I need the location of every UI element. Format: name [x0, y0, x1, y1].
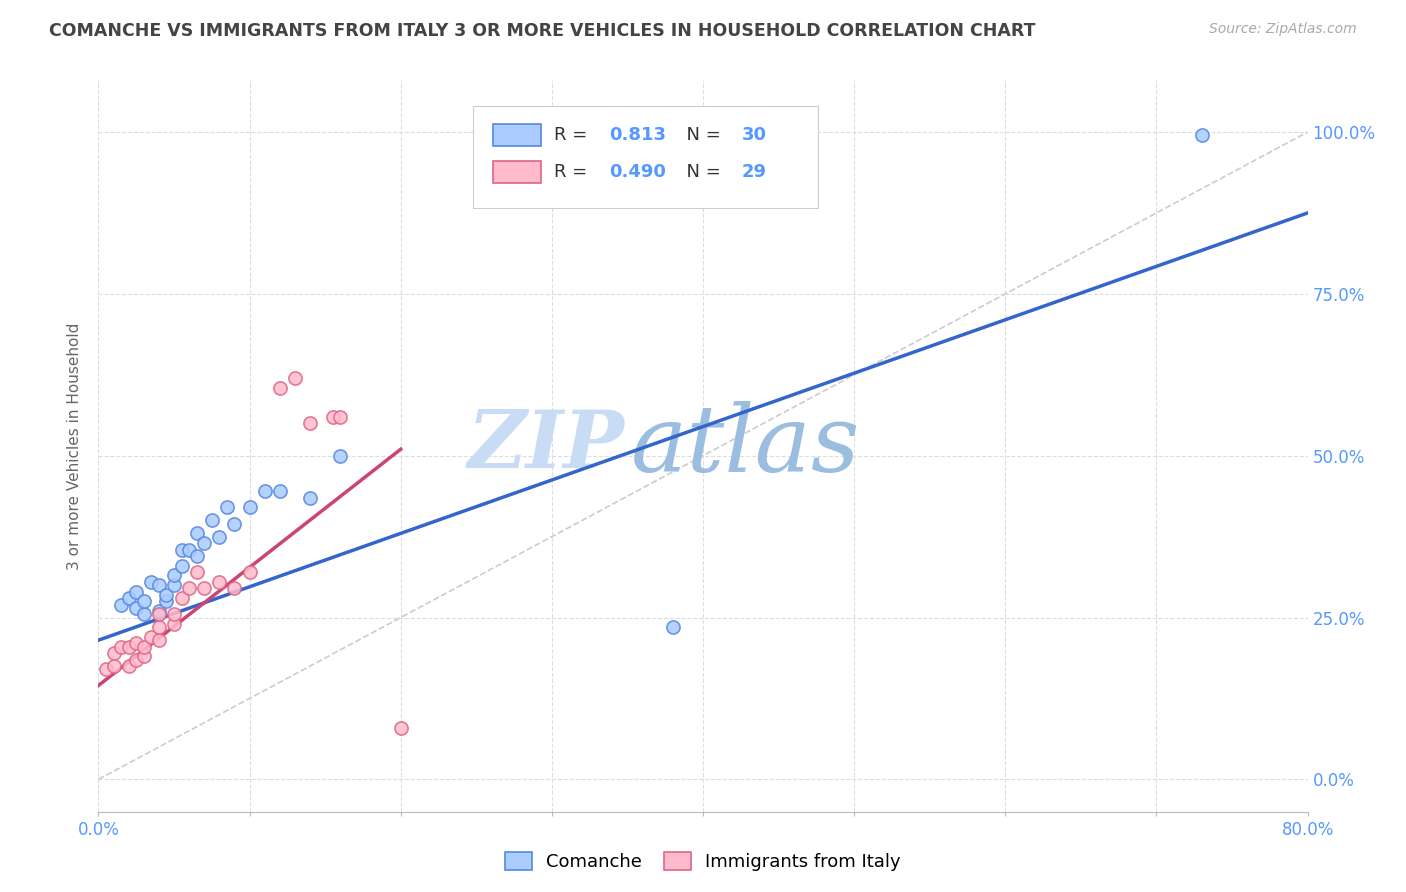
Point: [201, 513, 224, 527]
Point: [329, 409, 352, 424]
Text: 0.813: 0.813: [609, 126, 665, 145]
Point: [193, 536, 215, 550]
Legend: Comanche, Immigrants from Italy: Comanche, Immigrants from Italy: [498, 846, 908, 879]
Point: [322, 409, 344, 424]
Point: [103, 659, 125, 673]
Point: [179, 582, 201, 596]
Text: R =: R =: [554, 126, 593, 145]
Point: [103, 646, 125, 660]
Point: [132, 640, 155, 654]
Text: R =: R =: [554, 162, 593, 181]
Point: [215, 500, 238, 515]
Point: [208, 530, 231, 544]
Point: [329, 449, 352, 463]
Point: [132, 649, 155, 664]
Point: [163, 578, 186, 592]
Point: [253, 484, 276, 499]
Point: [661, 620, 683, 634]
Point: [148, 620, 170, 634]
Point: [148, 578, 170, 592]
Point: [148, 604, 170, 618]
Point: [389, 721, 412, 735]
Text: 29: 29: [742, 162, 766, 181]
Point: [163, 617, 186, 632]
Point: [170, 558, 193, 573]
Point: [1191, 128, 1213, 143]
Point: [125, 584, 148, 599]
Point: [193, 582, 215, 596]
Point: [208, 574, 231, 589]
Point: [132, 594, 155, 608]
Point: [179, 542, 201, 557]
Point: [148, 633, 170, 648]
Point: [239, 500, 262, 515]
Point: [170, 591, 193, 606]
Point: [125, 600, 148, 615]
Point: [141, 574, 163, 589]
Point: [299, 417, 322, 431]
Point: [224, 582, 246, 596]
Point: [269, 381, 291, 395]
Point: [118, 591, 141, 606]
Point: [163, 607, 186, 622]
Text: N =: N =: [675, 126, 727, 145]
Text: ZIP: ZIP: [468, 408, 624, 484]
Point: [269, 484, 291, 499]
Text: COMANCHE VS IMMIGRANTS FROM ITALY 3 OR MORE VEHICLES IN HOUSEHOLD CORRELATION CH: COMANCHE VS IMMIGRANTS FROM ITALY 3 OR M…: [49, 22, 1036, 40]
FancyBboxPatch shape: [492, 124, 541, 146]
Point: [224, 516, 246, 531]
Point: [186, 549, 208, 563]
Point: [155, 594, 177, 608]
Point: [110, 598, 132, 612]
Point: [163, 568, 186, 582]
Text: 30: 30: [742, 126, 766, 145]
Text: 0.490: 0.490: [609, 162, 665, 181]
Point: [155, 588, 177, 602]
Point: [284, 371, 307, 385]
Point: [186, 566, 208, 580]
Point: [118, 659, 141, 673]
Point: [125, 636, 148, 650]
Point: [141, 630, 163, 644]
Point: [110, 640, 132, 654]
Text: Source: ZipAtlas.com: Source: ZipAtlas.com: [1209, 22, 1357, 37]
Point: [299, 491, 322, 505]
Point: [132, 607, 155, 622]
Point: [186, 526, 208, 541]
Point: [118, 640, 141, 654]
Point: [239, 566, 262, 580]
Point: [94, 662, 117, 676]
Point: [148, 607, 170, 622]
Point: [125, 652, 148, 666]
Point: [170, 542, 193, 557]
Y-axis label: 3 or more Vehicles in Household: 3 or more Vehicles in Household: [67, 322, 83, 570]
Text: atlas: atlas: [630, 401, 860, 491]
FancyBboxPatch shape: [474, 106, 818, 209]
Text: N =: N =: [675, 162, 727, 181]
FancyBboxPatch shape: [492, 161, 541, 183]
